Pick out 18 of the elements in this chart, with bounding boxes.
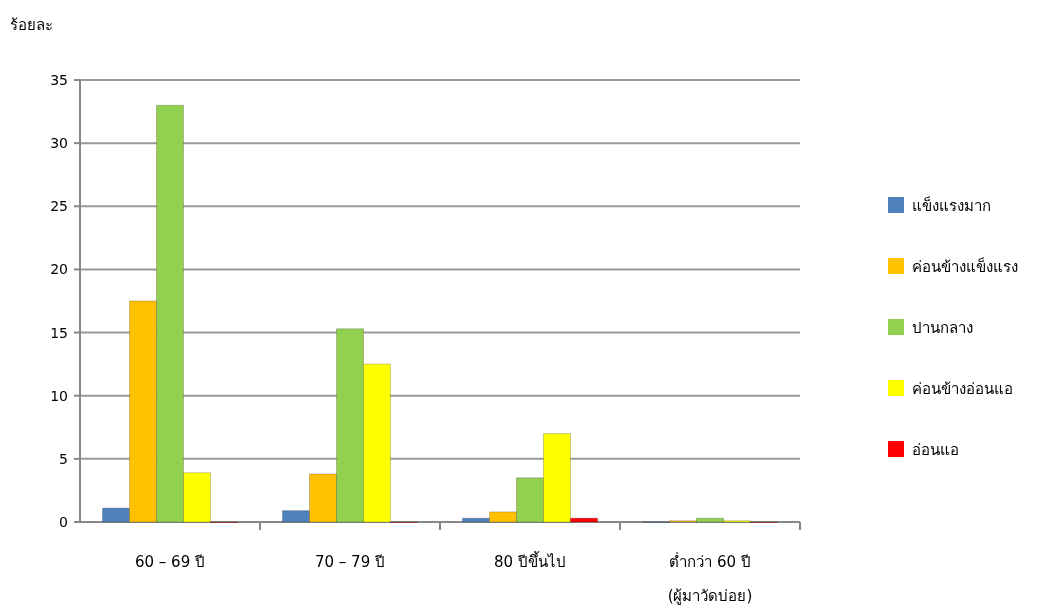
y-tick-label: 15 (50, 324, 68, 341)
x-tick-label: 80 ปีขึ้นไป (494, 551, 566, 571)
x-tick-label: ต่ำกว่า 60 ปี (ผู้มาวัดบ่อย) (667, 551, 753, 605)
y-tick-label: 0 (59, 514, 68, 530)
legend-label: ปานกลาง (912, 319, 973, 337)
y-tick-label: 30 (50, 135, 68, 152)
y-tick-label: 35 (50, 72, 68, 88)
legend-label: ค่อนข้างแข็งแรง (912, 257, 1018, 276)
legend-label: อ่อนแอ (912, 441, 959, 459)
y-tick-label: 10 (50, 387, 68, 404)
y-axis-title: ร้อยละ (10, 16, 53, 34)
y-tick-label: 25 (50, 198, 68, 215)
legend-label: ค่อนข้างอ่อนแอ (912, 380, 1013, 398)
x-tick-label: 60 – 69 ปี (135, 553, 205, 571)
x-tick-label: 70 – 79 ปี (315, 553, 385, 571)
y-tick-label: 5 (59, 450, 68, 467)
y-tick-label: 20 (50, 261, 68, 278)
legend-label: แข็งแรงมาก (912, 196, 991, 215)
